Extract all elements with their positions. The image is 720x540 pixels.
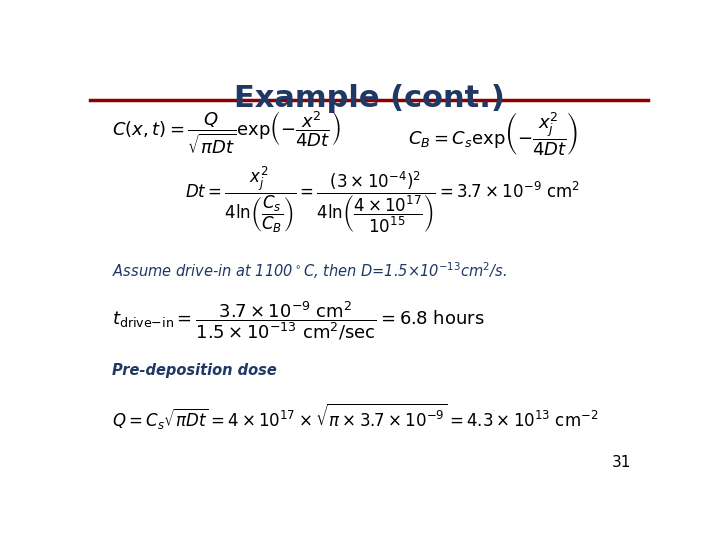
Text: Assume drive-in at 1100$^\circ$C, then D=1.5$\times$10$^{-13}$cm$^2$/s.: Assume drive-in at 1100$^\circ$C, then D…	[112, 260, 508, 281]
Text: Pre-deposition dose: Pre-deposition dose	[112, 363, 277, 378]
Text: $C(x,t)=\dfrac{Q}{\sqrt{\pi Dt}}\exp\!\left(-\dfrac{x^2}{4Dt}\right)$: $C(x,t)=\dfrac{Q}{\sqrt{\pi Dt}}\exp\!\l…	[112, 110, 341, 157]
Text: $Q = C_s\sqrt{\pi Dt} = 4\times10^{17}\times\sqrt{\pi\times 3.7\times10^{-9}} = : $Q = C_s\sqrt{\pi Dt} = 4\times10^{17}\t…	[112, 401, 599, 431]
Text: 31: 31	[612, 455, 631, 470]
Text: Example (cont.): Example (cont.)	[233, 84, 505, 112]
Text: $C_B = C_s\exp\!\left(-\dfrac{x_j^2}{4Dt}\right)$: $C_B = C_s\exp\!\left(-\dfrac{x_j^2}{4Dt…	[408, 110, 578, 157]
Text: $Dt = \dfrac{x_j^2}{4\ln\!\left(\dfrac{C_s}{C_B}\right)} = \dfrac{\left(3\times1: $Dt = \dfrac{x_j^2}{4\ln\!\left(\dfrac{C…	[185, 165, 580, 235]
Text: $t_{\mathrm{drive{-}in}} = \dfrac{3.7\times10^{-9}\text{ cm}^2}{1.5\times10^{-13: $t_{\mathrm{drive{-}in}} = \dfrac{3.7\ti…	[112, 299, 485, 342]
